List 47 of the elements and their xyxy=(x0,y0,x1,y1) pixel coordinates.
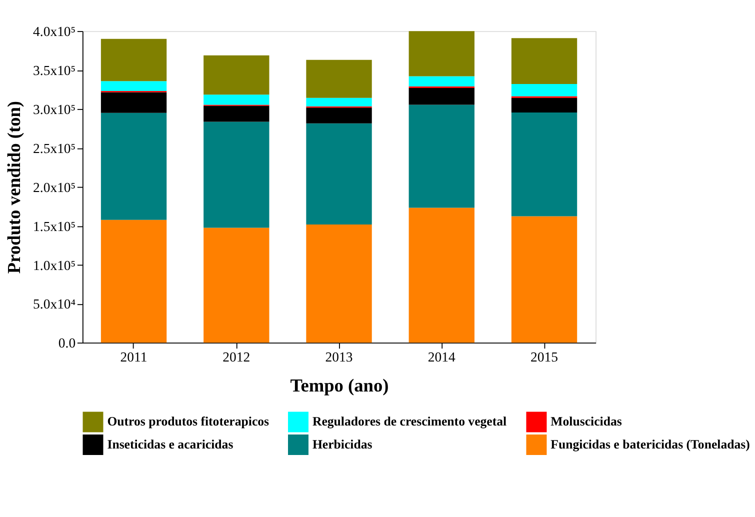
y-tick-label: 3.0x10⁵ xyxy=(33,102,76,118)
bar xyxy=(100,92,167,113)
bar xyxy=(306,98,372,106)
x-tick-label: 2015 xyxy=(530,349,558,364)
bar xyxy=(511,84,578,96)
bar xyxy=(306,224,372,343)
bar xyxy=(204,106,270,122)
y-tick-label: 1.0x10⁵ xyxy=(33,258,76,273)
legend-label: Reguladores de crescimento vegetal xyxy=(312,414,508,429)
x-tick-label: 2013 xyxy=(325,349,353,364)
x-tick-label: 2011 xyxy=(120,349,148,364)
bar xyxy=(204,228,270,343)
bar xyxy=(306,60,372,98)
legend-label: Fungicidas e batericidas (Toneladas) xyxy=(550,437,750,452)
bar xyxy=(408,31,474,76)
bar xyxy=(511,38,578,84)
y-tick-label: 1.5x10⁵ xyxy=(33,218,76,234)
bar xyxy=(408,208,474,343)
x-axis-title: Tempo (ano) xyxy=(290,376,389,396)
y-tick-label: 2.0x10⁵ xyxy=(33,180,76,195)
legend-label: Inseticidas e acaricidas xyxy=(107,437,234,452)
bar xyxy=(204,55,270,95)
bar xyxy=(408,76,474,86)
bar xyxy=(408,88,474,105)
bar xyxy=(511,98,578,113)
bar xyxy=(100,81,167,91)
x-tick-label: 2012 xyxy=(222,349,250,364)
y-tick-label: 0.0 xyxy=(58,336,76,351)
bar xyxy=(306,123,372,224)
legend-label: Herbicidas xyxy=(312,437,372,452)
legend-label: Moluscicidas xyxy=(550,414,622,429)
bar xyxy=(204,94,270,105)
y-tick-label: 5.0x10⁴ xyxy=(33,296,76,312)
bar xyxy=(100,220,167,343)
bar xyxy=(511,216,578,343)
bar xyxy=(100,38,167,82)
y-tick-label: 3.5x10⁵ xyxy=(33,63,76,78)
bar xyxy=(408,104,474,208)
bar xyxy=(204,122,270,228)
bar xyxy=(511,112,578,216)
x-tick-label: 2014 xyxy=(428,349,456,364)
y-tick-label: 4.0x10⁵ xyxy=(33,24,76,40)
y-axis-title: Produto vendido (ton) xyxy=(4,100,24,274)
bar xyxy=(100,112,167,220)
bar xyxy=(306,108,372,124)
y-tick-label: 2.5x10⁵ xyxy=(33,140,76,156)
legend-label: Outros produtos fitoterapicos xyxy=(107,414,270,429)
